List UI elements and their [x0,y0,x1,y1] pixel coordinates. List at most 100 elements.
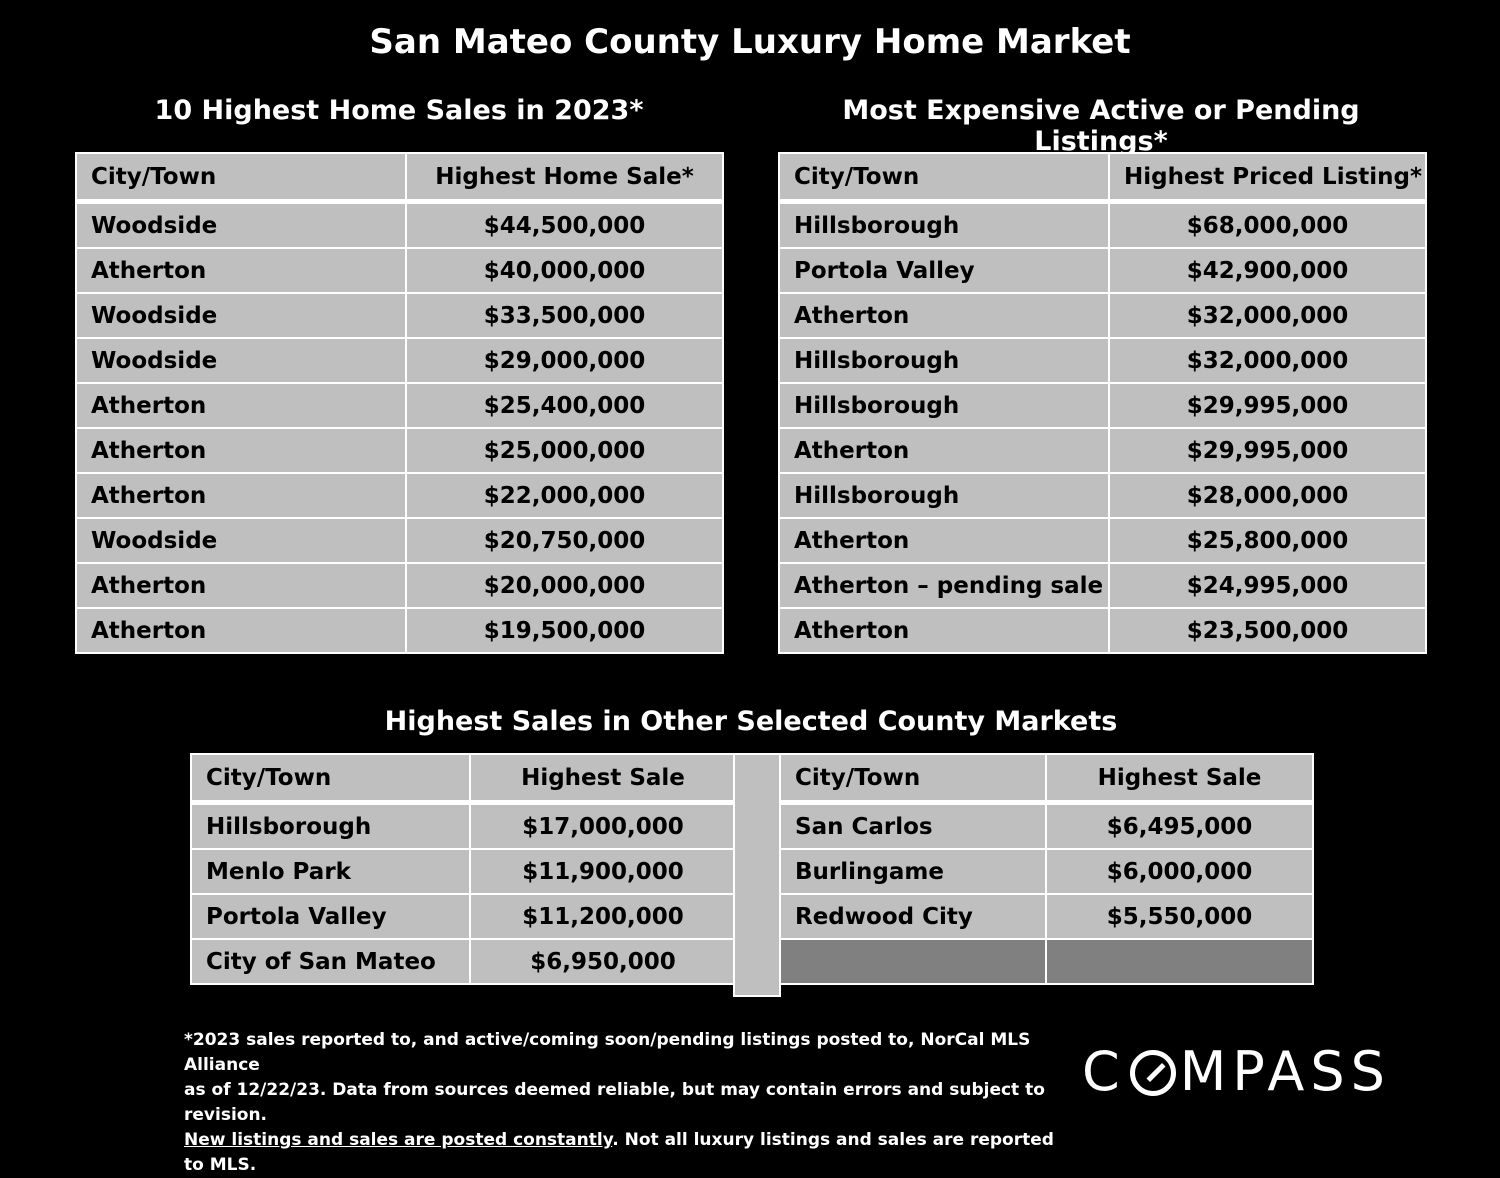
table-row: City of San Mateo $6,950,000 [190,938,737,985]
table-divider [733,753,781,997]
city-cell: Atherton – pending sale [778,562,1110,609]
price-cell: $11,900,000 [469,848,737,895]
city-cell: Redwood City [779,893,1047,940]
header-sale: Highest Sale [1045,753,1314,805]
page-title: San Mateo County Luxury Home Market [369,22,1131,62]
city-cell: Atherton [778,607,1110,654]
price-cell: $28,000,000 [1108,472,1427,519]
price-cell: $17,000,000 [469,801,737,850]
empty-cell [1045,938,1314,985]
logo-letter-c: C [1082,1040,1126,1103]
price-cell: $6,000,000 [1045,848,1314,895]
header-city: City/Town [190,753,471,805]
table-row: Hillsborough $28,000,000 [778,472,1427,519]
city-cell: Atherton [778,292,1110,339]
table-row: Hillsborough $68,000,000 [778,200,1427,249]
table-row: Atherton $40,000,000 [75,247,724,294]
table-header-row: City/Town Highest Priced Listing* [778,152,1427,204]
table-row: Woodside $33,500,000 [75,292,724,339]
city-cell: Hillsborough [778,472,1110,519]
city-cell: Atherton [75,247,407,294]
sales-2023-table: City/Town Highest Home Sale* Woodside $44… [75,152,724,654]
city-cell: Portola Valley [778,247,1110,294]
price-cell: $11,200,000 [469,893,737,940]
listings-subtitle: Most Expensive Active or Pending Listing… [842,95,1360,157]
table-row: Atherton $32,000,000 [778,292,1427,339]
compass-o-icon [1129,1050,1176,1096]
price-cell: $42,900,000 [1108,247,1427,294]
table-row: Atherton $25,000,000 [75,427,724,474]
price-cell: $68,000,000 [1108,200,1427,249]
price-cell: $20,000,000 [405,562,724,609]
table-row: Atherton $19,500,000 [75,607,724,654]
other-markets-left-table: City/Town Highest Sale Hillsborough $17,0… [190,753,737,985]
table-row: Atherton $20,000,000 [75,562,724,609]
table-row: Woodside $44,500,000 [75,200,724,249]
city-cell: Hillsborough [190,801,471,850]
footnote-line-3: New listings and sales are posted consta… [184,1128,1064,1178]
footnote-line-1: *2023 sales reported to, and active/comi… [184,1030,1031,1075]
price-cell: $32,000,000 [1108,337,1427,384]
price-cell: $40,000,000 [405,247,724,294]
header-listing: Highest Priced Listing* [1108,152,1427,204]
price-cell: $6,495,000 [1045,801,1314,850]
header-sale: Highest Home Sale* [405,152,724,204]
price-cell: $23,500,000 [1108,607,1427,654]
footnote-link[interactable]: New listings and sales are posted consta… [184,1130,613,1150]
table-row: Menlo Park $11,900,000 [190,848,737,895]
empty-cell [779,938,1047,985]
price-cell: $6,950,000 [469,938,737,985]
city-cell: Atherton [75,427,407,474]
city-cell: Atherton [75,607,407,654]
logo-letters-rest: MPASS [1179,1040,1391,1103]
city-cell: Atherton [75,382,407,429]
table-row: San Carlos $6,495,000 [779,801,1314,850]
table-row: Woodside $20,750,000 [75,517,724,564]
city-cell: Atherton [75,562,407,609]
price-cell: $24,995,000 [1108,562,1427,609]
sales-2023-subtitle: 10 Highest Home Sales in 2023* [154,95,644,126]
table-row: Hillsborough $17,000,000 [190,801,737,850]
city-cell: San Carlos [779,801,1047,850]
price-cell: $22,000,000 [405,472,724,519]
header-city: City/Town [779,753,1047,805]
city-cell: Atherton [75,472,407,519]
city-cell: Atherton [778,427,1110,474]
table-row: Hillsborough $32,000,000 [778,337,1427,384]
other-markets-right-table: City/Town Highest Sale San Carlos $6,495,… [779,753,1314,985]
compass-logo: C MPASS [1082,1040,1391,1103]
listings-table: City/Town Highest Priced Listing* Hillsb… [778,152,1427,654]
table-row [779,938,1314,985]
price-cell: $29,000,000 [405,337,724,384]
price-cell: $29,995,000 [1108,382,1427,429]
city-cell: Atherton [778,517,1110,564]
price-cell: $20,750,000 [405,517,724,564]
header-city: City/Town [778,152,1110,204]
table-header-row: City/Town Highest Sale [779,753,1314,805]
price-cell: $25,800,000 [1108,517,1427,564]
table-row: Atherton $22,000,000 [75,472,724,519]
table-header-row: City/Town Highest Sale [190,753,737,805]
table-row: Redwood City $5,550,000 [779,893,1314,940]
city-cell: Woodside [75,337,407,384]
city-cell: Woodside [75,517,407,564]
city-cell: Woodside [75,292,407,339]
table-row: Portola Valley $11,200,000 [190,893,737,940]
footnote-line-2: as of 12/22/23. Data from sources deemed… [184,1080,1045,1125]
price-cell: $19,500,000 [405,607,724,654]
price-cell: $44,500,000 [405,200,724,249]
header-city: City/Town [75,152,407,204]
price-cell: $25,400,000 [405,382,724,429]
price-cell: $29,995,000 [1108,427,1427,474]
other-markets-subtitle: Highest Sales in Other Selected County M… [384,706,1118,737]
table-row: Atherton $23,500,000 [778,607,1427,654]
city-cell: Woodside [75,200,407,249]
city-cell: Burlingame [779,848,1047,895]
table-row: Portola Valley $42,900,000 [778,247,1427,294]
table-row: Atherton – pending sale $24,995,000 [778,562,1427,609]
price-cell: $25,000,000 [405,427,724,474]
footnote: *2023 sales reported to, and active/comi… [184,1028,1064,1178]
table-row: Hillsborough $29,995,000 [778,382,1427,429]
price-cell: $32,000,000 [1108,292,1427,339]
city-cell: City of San Mateo [190,938,471,985]
